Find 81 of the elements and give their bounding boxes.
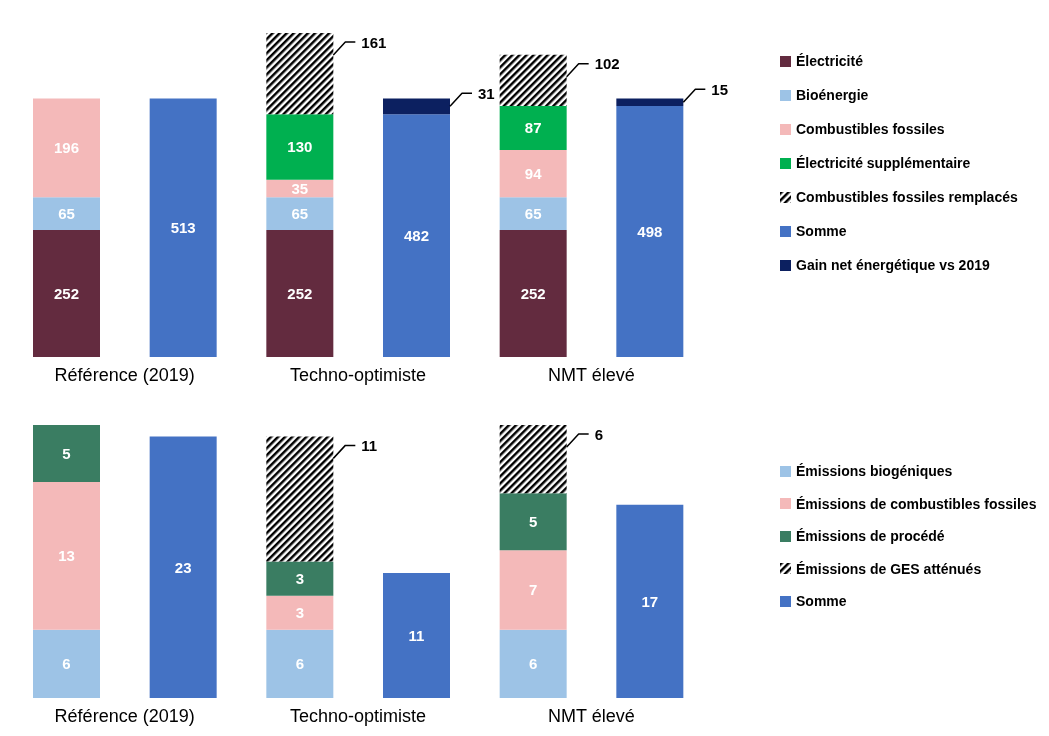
legend-label: Combustibles fossiles remplacés [796, 189, 1018, 205]
data-label: 7 [528, 581, 538, 599]
bar [499, 230, 567, 357]
bar [266, 436, 334, 562]
bar [499, 550, 567, 630]
data-label: 17 [641, 592, 659, 610]
x-tick-label: Référence (2019) [54, 365, 195, 385]
legend-label: Émissions biogéniques [796, 463, 953, 480]
legend-label: Électricité supplémentaire [796, 155, 971, 171]
data-label: 11 [408, 626, 425, 644]
data-label: 6 [295, 655, 305, 673]
data-label: 31 [478, 84, 495, 102]
legend-label: Somme [796, 223, 847, 239]
data-label: 35 [291, 179, 309, 197]
legend-label: Émissions de GES atténués [796, 560, 982, 577]
data-label: 65 [524, 205, 542, 223]
bar [499, 493, 567, 551]
bar [266, 629, 334, 698]
data-label: 65 [58, 205, 75, 223]
bar [499, 54, 567, 107]
data-label: 252 [287, 285, 313, 303]
bar [616, 504, 684, 698]
bar [266, 114, 334, 180]
data-label: 513 [170, 219, 196, 237]
data-label: 13 [58, 547, 75, 565]
bar [266, 595, 334, 630]
legend-label: Émissions de procédé [796, 528, 945, 545]
bar [499, 629, 567, 698]
x-tick-label: Référence (2019) [54, 706, 195, 726]
bar [499, 106, 567, 150]
data-label: 6 [528, 655, 538, 673]
legend-label: Somme [796, 593, 847, 610]
data-label: 5 [62, 444, 71, 462]
bar [33, 197, 100, 231]
x-tick-label: NMT élevé [547, 706, 635, 726]
legend-label: Combustibles fossiles [796, 121, 945, 137]
data-label: 196 [53, 139, 80, 157]
bar [266, 230, 334, 357]
data-label: 23 [174, 558, 192, 576]
bar [266, 197, 334, 231]
bar [266, 561, 334, 596]
legend-label: Gain net énergétique vs 2019 [796, 257, 990, 273]
data-label: 94 [524, 165, 543, 183]
bar [383, 98, 450, 115]
bar [149, 436, 217, 698]
bar [383, 572, 450, 698]
data-label: 252 [53, 285, 80, 303]
bar [266, 33, 334, 115]
bar [149, 98, 217, 357]
x-tick-label: Techno-optimiste [289, 365, 427, 385]
data-label: 87 [524, 119, 542, 137]
data-label: 498 [637, 223, 663, 241]
bar [616, 106, 684, 357]
data-label: 102 [594, 55, 620, 73]
bar [499, 197, 567, 231]
data-label: 482 [403, 227, 430, 245]
data-label: 130 [287, 138, 313, 156]
bar [33, 425, 100, 482]
legend-label: Émissions de combustibles fossiles [796, 495, 1037, 512]
bar [383, 114, 450, 357]
x-tick-label: Techno-optimiste [289, 706, 427, 726]
data-label: 6 [594, 425, 604, 443]
data-label: 3 [295, 604, 305, 622]
data-label: 6 [62, 655, 71, 673]
data-label: 65 [291, 205, 309, 223]
data-label: 252 [520, 285, 546, 303]
bar [33, 629, 100, 698]
data-label: 3 [295, 570, 305, 588]
data-label: 11 [361, 436, 378, 454]
data-label: 161 [361, 33, 387, 51]
legend-label: Électricité [796, 53, 863, 69]
bar [33, 230, 100, 357]
bar [499, 149, 567, 198]
bar [499, 425, 567, 494]
legend-label: Bioénergie [796, 87, 869, 103]
bar [33, 481, 100, 630]
x-tick-label: NMT élevé [547, 365, 635, 385]
data-label: 15 [711, 80, 729, 98]
data-label: 5 [528, 513, 538, 531]
bar [616, 98, 684, 107]
bar [33, 98, 100, 198]
